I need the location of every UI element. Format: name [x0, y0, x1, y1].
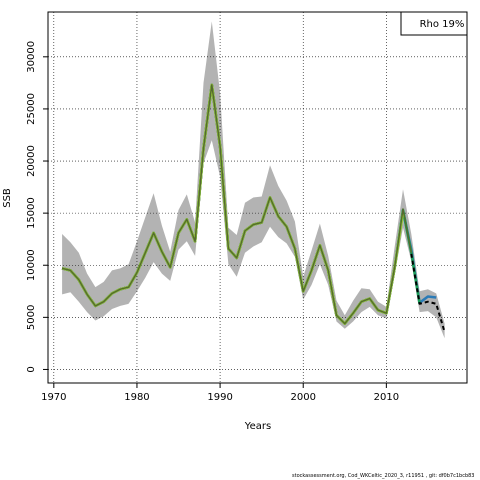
gridlines: [48, 12, 467, 383]
x-tick-label: 1980: [124, 392, 149, 403]
x-tick-label: 2000: [290, 392, 315, 403]
series-line-5: [61, 84, 413, 325]
x-axis: 1970 1980 1990 2000 2010: [41, 383, 399, 403]
series-line-6: [410, 253, 446, 333]
x-tick-label: 1990: [207, 392, 232, 403]
x-axis-title: Years: [244, 421, 271, 432]
y-tick-label: 30000: [26, 41, 37, 73]
y-axis-title: SSB: [2, 188, 13, 208]
confidence-band-area: [62, 21, 445, 339]
series-lines: [61, 83, 446, 333]
confidence-band: [62, 21, 445, 339]
legend-box: Rho 19%: [400, 11, 468, 36]
y-tick-label: 0: [26, 366, 37, 372]
y-tick-label: 5000: [26, 305, 37, 330]
y-tick-label: 20000: [26, 145, 37, 177]
footer-credit: stockassessment.org, Cod_WKCeltic_2020_3…: [292, 473, 475, 479]
legend-frame: [400, 11, 468, 36]
y-tick-label: 10000: [26, 249, 37, 281]
y-tick-label: 25000: [26, 93, 37, 125]
y-axis: 0 5000 10000 15000 20000 25000 30000: [26, 41, 48, 373]
x-tick-label: 2010: [374, 392, 399, 403]
y-tick-label: 15000: [26, 197, 37, 229]
legend-label: Rho 19%: [420, 19, 465, 30]
x-tick-label: 1970: [41, 392, 66, 403]
plot-frame: [47, 11, 468, 384]
